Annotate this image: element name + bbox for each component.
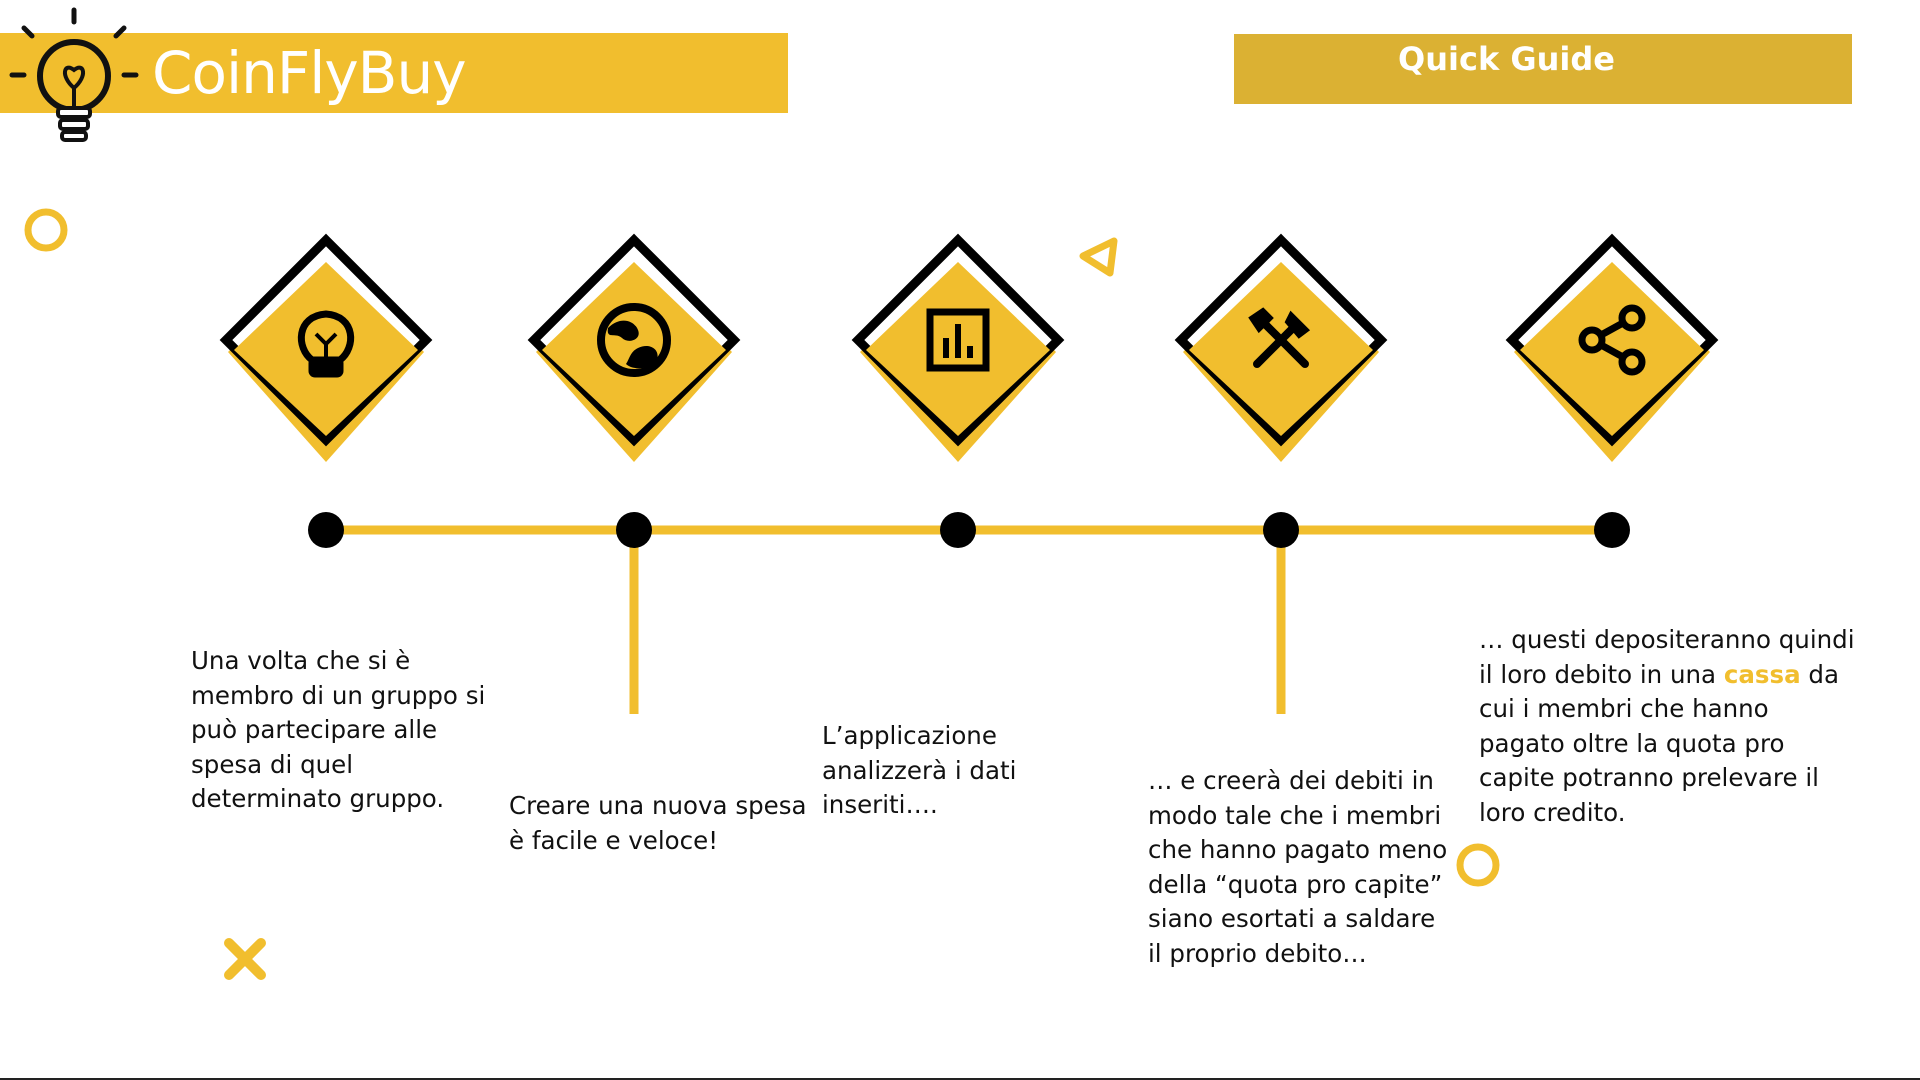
- timeline-dot: [308, 512, 344, 548]
- bottom-border: [0, 1078, 1920, 1080]
- timeline-dot: [940, 512, 976, 548]
- timeline-dot: [1594, 512, 1630, 548]
- quick-guide-bar: [1234, 34, 1852, 104]
- lightbulb-icon: [297, 310, 355, 378]
- timeline-dot: [616, 512, 652, 548]
- tools-icon: [1248, 307, 1311, 368]
- x-icon: [224, 938, 266, 980]
- timeline-dot: [1263, 512, 1299, 548]
- step-5-highlight: cassa: [1723, 659, 1801, 689]
- bar-chart-icon: [926, 308, 990, 372]
- step-5-text-after: da cui i membri che hanno pagato oltre l…: [1479, 659, 1839, 827]
- step-1-text: Una volta che si è membro di un gruppo s…: [191, 646, 486, 813]
- step-5-text: … questi depositeranno quindi il loro de…: [1479, 623, 1859, 830]
- share-icon: [1578, 304, 1646, 376]
- brand-title: CoinFlyBuy: [152, 39, 467, 107]
- quick-guide-title: Quick Guide: [1398, 40, 1615, 78]
- step-4-text: … e creerà dei debiti in modo tale che i…: [1148, 766, 1448, 968]
- step-diamond: [1174, 233, 1388, 462]
- globe-icon: [597, 303, 671, 377]
- circle-icon: [1456, 843, 1500, 887]
- circle-icon: [24, 208, 68, 252]
- triangle-icon: [1079, 237, 1118, 277]
- step-5-text-before: … questi depositeranno quindi il loro de…: [1479, 625, 1855, 689]
- step-3-text: L’applicazione analizzerà i dati inserit…: [822, 721, 1017, 819]
- lightbulb-logo-icon: [9, 7, 139, 142]
- step-2-text: Creare una nuova spesa è facile e veloce…: [509, 791, 807, 855]
